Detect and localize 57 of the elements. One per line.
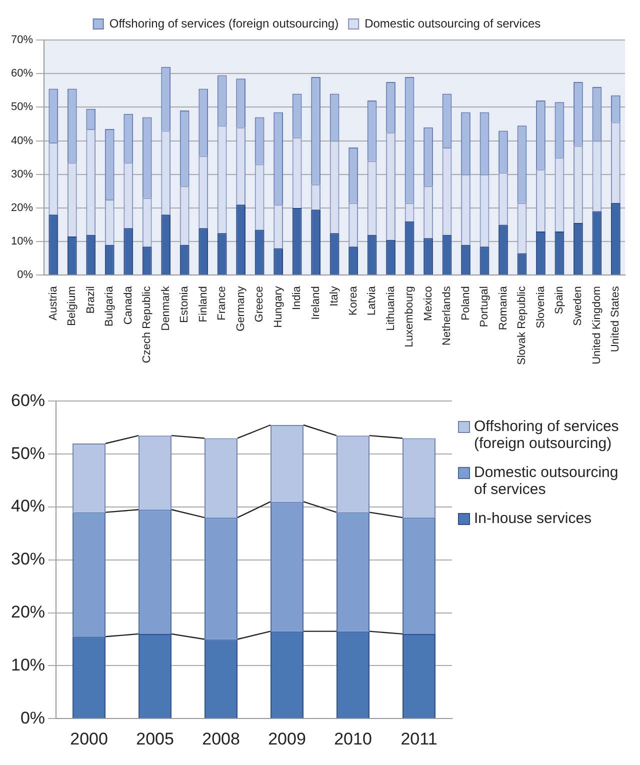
x-tick-label: Hungary [272, 286, 284, 328]
x-tick-label: India [291, 285, 304, 310]
y-tick-label: 0% [17, 269, 34, 282]
x-tick-label: Germany [234, 286, 247, 332]
x-tick-label: Latvia [366, 285, 378, 316]
y-tick-label: 10% [10, 655, 46, 674]
legend-label: Domestic outsourcing of services [474, 464, 620, 498]
x-tick-label: 2005 [136, 729, 174, 748]
x-tick-label: 2009 [268, 729, 306, 748]
legend-label: Offshoring of services (foreign outsourcing) [474, 418, 620, 452]
y-tick-label: 30% [10, 168, 34, 180]
x-tick-label: Canada [122, 285, 134, 325]
x-tick-label: Korea [347, 285, 360, 316]
y-tick-label: 10% [10, 236, 34, 248]
x-tick-label: France [216, 286, 228, 320]
y-tick-label: 50% [10, 444, 46, 463]
legend-label: In-house services [474, 510, 592, 527]
x-tick-label: Romania [497, 285, 510, 330]
y-tick-label: 60% [10, 390, 46, 410]
x-tick-label: Poland [460, 286, 472, 320]
x-tick-label: Sweden [572, 286, 584, 326]
x-tick-label: Spain [554, 286, 566, 314]
y-tick-label: 20% [10, 602, 46, 622]
y-tick-label: 50% [10, 101, 34, 114]
x-tick-label: 2011 [400, 729, 438, 748]
x-tick-label: Portugal [478, 286, 491, 328]
legend-label: Domestic outsourcing of services [364, 16, 541, 30]
x-tick-label: Finland [197, 286, 210, 322]
x-tick-label: 2010 [334, 729, 372, 748]
x-tick-label: 2008 [202, 729, 240, 748]
x-tick-label: 2000 [70, 729, 108, 748]
x-tick-label: Belgium [66, 286, 78, 326]
y-tick-label: 40% [10, 496, 46, 516]
x-tick-label: Greece [254, 286, 266, 322]
y-tick-label: 20% [10, 202, 34, 214]
y-tick-label: 60% [10, 68, 34, 80]
x-tick-label: Austria [47, 285, 60, 320]
x-tick-label: United States [610, 286, 622, 352]
x-tick-label: Luxembourg [404, 286, 416, 348]
x-tick-label: Netherlands [441, 286, 454, 346]
x-tick-label: Brazil [84, 286, 97, 314]
x-tick-label: Mexico [422, 286, 434, 321]
x-tick-label: United Kingdom [590, 286, 603, 364]
y-tick-label: 70% [10, 34, 34, 46]
y-tick-label: 0% [20, 708, 46, 728]
x-tick-label: Czech Republic [141, 286, 154, 364]
y-tick-label: 30% [10, 550, 46, 569]
x-tick-label: Denmark [160, 286, 172, 331]
x-tick-label: Italy [328, 286, 341, 306]
x-tick-label: Slovak Republic [516, 286, 528, 365]
x-tick-label: Bulgaria [104, 285, 116, 326]
x-tick-label: Estonia [178, 285, 191, 323]
y-tick-label: 40% [10, 134, 34, 147]
x-tick-label: Ireland [310, 286, 322, 320]
x-tick-label: Slovenia [534, 285, 547, 328]
x-tick-label: Lithuania [384, 285, 397, 331]
legend-label: Offshoring of services (foreign outsourcing) [109, 16, 339, 30]
